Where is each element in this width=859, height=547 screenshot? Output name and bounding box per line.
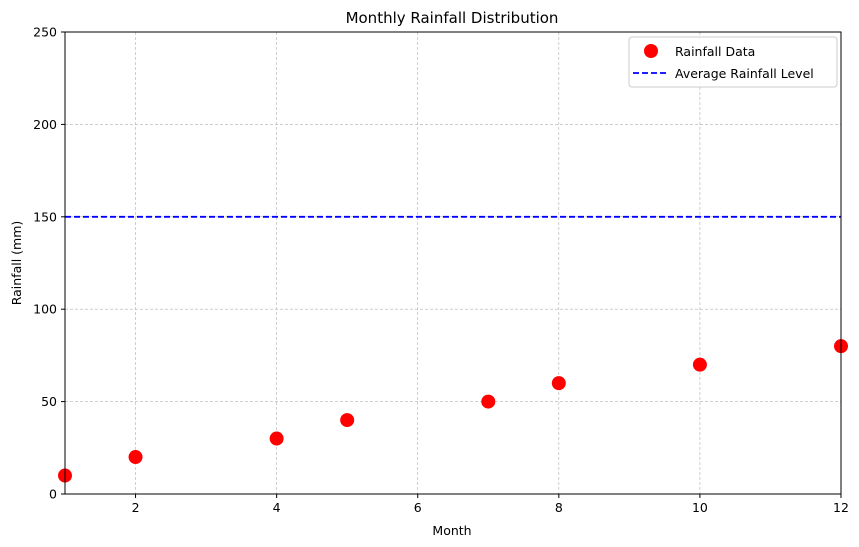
y-tick-label: 100 — [33, 302, 57, 317]
y-tick-label: 150 — [33, 209, 57, 224]
legend-box — [628, 36, 838, 88]
rainfall-point — [128, 450, 143, 465]
y-axis-ticks: 0 50 100 150 200 250 — [33, 25, 65, 502]
rainfall-point — [692, 357, 707, 372]
x-tick-label: 6 — [414, 500, 422, 515]
x-axis-ticks: 2 4 6 8 10 12 — [132, 494, 849, 515]
rainfall-point — [551, 376, 566, 391]
x-tick-label: 8 — [555, 500, 563, 515]
plot-area-frame — [64, 31, 842, 495]
x-tick-label: 2 — [132, 500, 140, 515]
rainfall-point — [481, 394, 496, 409]
y-tick-label: 200 — [33, 117, 57, 132]
y-tick-label: 50 — [41, 394, 57, 409]
legend: Rainfall Data Average Rainfall Level — [628, 36, 838, 88]
chart-title: Monthly Rainfall Distribution — [346, 9, 559, 27]
y-tick-label: 250 — [33, 25, 57, 40]
y-tick-label: 0 — [49, 487, 57, 502]
legend-marker-rainfall — [644, 44, 658, 58]
y-axis-title: Rainfall (mm) — [9, 221, 24, 306]
legend-label-average: Average Rainfall Level — [675, 66, 814, 81]
legend-label-rainfall: Rainfall Data — [675, 44, 755, 59]
x-axis-title: Month — [432, 523, 471, 538]
grid — [65, 31, 842, 495]
x-tick-label: 10 — [692, 500, 708, 515]
x-tick-label: 12 — [833, 500, 849, 515]
rainfall-point — [340, 413, 355, 428]
rainfall-point — [269, 431, 284, 446]
data-points — [58, 339, 848, 483]
x-tick-label: 4 — [273, 500, 281, 515]
